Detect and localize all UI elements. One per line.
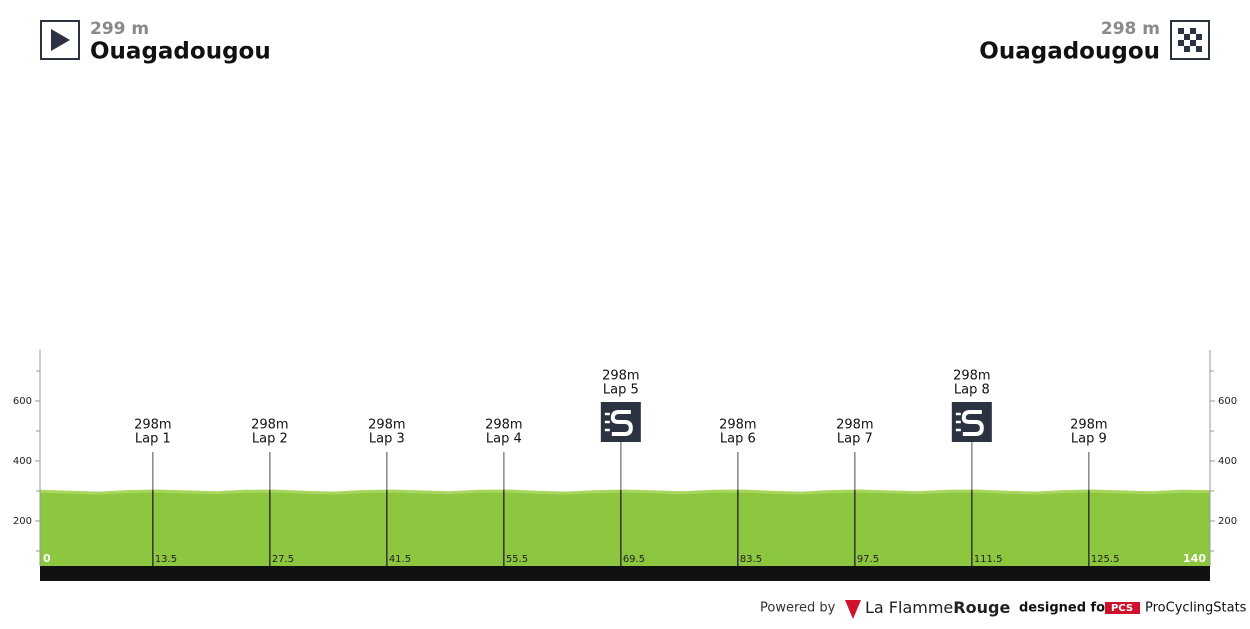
sprint-s <box>961 410 984 436</box>
brand-b: Rouge <box>953 598 1010 617</box>
sprint-icon <box>600 402 641 442</box>
finish-altitude: 298 m <box>1101 19 1160 39</box>
marker-elevation: 298m <box>368 418 405 433</box>
start-altitude: 299 m <box>90 19 149 39</box>
marker-elevation: 298m <box>602 369 639 384</box>
y-tick-label: 400 <box>1218 456 1237 467</box>
start-icon <box>40 20 80 60</box>
y-tick-label: 600 <box>1218 396 1237 407</box>
marker-km: 27.5 <box>272 554 294 565</box>
marker-label: Lap 3 <box>369 432 405 447</box>
marker-km: 83.5 <box>740 554 762 565</box>
marker-km: 111.5 <box>974 554 1003 565</box>
site-name: ProCyclingStats <box>1145 601 1247 616</box>
marker-elevation: 298m <box>485 418 522 433</box>
brand: La FlammeRouge <box>865 598 1010 617</box>
sprint-icon <box>951 402 992 442</box>
marker-elevation: 298m <box>134 418 171 433</box>
marker-label: Lap 8 <box>954 383 990 398</box>
designed-for: designed for <box>1019 601 1112 616</box>
footer: Powered by La FlammeRouge designed for P… <box>760 598 1247 619</box>
marker-label: Lap 4 <box>486 432 522 447</box>
ground-bar <box>40 566 1210 581</box>
brand-a: La Flamme <box>865 598 953 617</box>
y-tick-label: 400 <box>13 456 32 467</box>
marker-label: Lap 2 <box>252 432 288 447</box>
marker-label: Lap 6 <box>720 432 756 447</box>
marker-km: 125.5 <box>1091 554 1120 565</box>
x-tick-label: 140 <box>1183 552 1206 565</box>
x-tick-label: 0 <box>43 552 51 565</box>
profile-line <box>39 489 1211 495</box>
marker-elevation: 298m <box>953 369 990 384</box>
y-tick-label: 200 <box>1218 516 1237 527</box>
marker-label: Lap 7 <box>837 432 873 447</box>
start-town: Ouagadougou <box>90 39 271 65</box>
y-tick-label: 600 <box>13 396 32 407</box>
profile-area <box>40 491 1210 566</box>
marker-km: 41.5 <box>389 554 411 565</box>
marker-km: 97.5 <box>857 554 879 565</box>
finish-town: Ouagadougou <box>979 39 1160 65</box>
pcs-logo: PCS <box>1111 603 1133 614</box>
marker-elevation: 298m <box>719 418 756 433</box>
sprint-s <box>610 410 633 436</box>
marker-km: 13.5 <box>155 554 177 565</box>
marker-label: Lap 1 <box>135 432 171 447</box>
powered-by: Powered by <box>760 601 836 616</box>
marker-km: 69.5 <box>623 554 645 565</box>
marker-elevation: 298m <box>251 418 288 433</box>
marker-km: 55.5 <box>506 554 528 565</box>
y-tick-label: 200 <box>13 516 32 527</box>
marker-label: Lap 5 <box>603 383 639 398</box>
finish-icon <box>1170 20 1210 60</box>
marker-label: Lap 9 <box>1071 432 1107 447</box>
marker-elevation: 298m <box>1070 418 1107 433</box>
marker-elevation: 298m <box>836 418 873 433</box>
